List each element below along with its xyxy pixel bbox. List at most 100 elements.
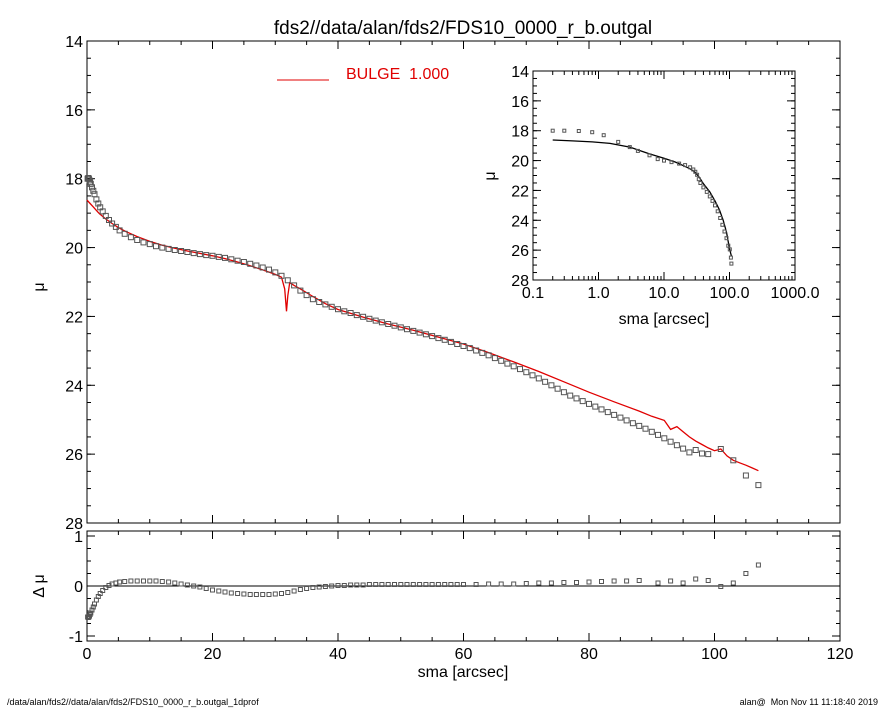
y-tick-label: 20 xyxy=(65,241,83,258)
data-point xyxy=(235,591,241,596)
data-point xyxy=(106,217,112,223)
data-point xyxy=(616,139,621,144)
data-point xyxy=(435,335,442,342)
data-point xyxy=(360,582,366,588)
data-point xyxy=(116,227,123,234)
data-point xyxy=(360,313,367,320)
data-point xyxy=(550,128,555,133)
data-point xyxy=(635,148,640,153)
x-axis-title: sma [arcsec] xyxy=(418,664,509,681)
data-point xyxy=(454,582,460,587)
data-point xyxy=(680,580,686,586)
y-tick-label: 28 xyxy=(511,273,529,290)
data-point xyxy=(335,583,341,588)
data-point xyxy=(542,378,549,385)
data-point xyxy=(87,180,94,187)
data-point xyxy=(109,220,116,227)
data-point xyxy=(141,578,146,584)
data-point xyxy=(279,591,284,596)
data-point xyxy=(504,360,511,367)
data-point xyxy=(485,352,492,359)
y-tick-label: 22 xyxy=(511,183,529,200)
y-tick-label: 18 xyxy=(511,124,529,141)
data-point xyxy=(686,449,693,456)
data-point xyxy=(429,333,436,340)
y-tick-label: 26 xyxy=(65,447,83,464)
footer-timestamp: alan@ Mon Nov 11 11:18:40 2019 xyxy=(740,697,878,707)
data-point xyxy=(266,592,272,597)
data-point xyxy=(191,583,197,589)
data-point xyxy=(722,229,727,234)
inset-data-series xyxy=(550,128,734,266)
data-point xyxy=(354,582,360,588)
data-point xyxy=(90,187,97,194)
data-point xyxy=(341,308,348,315)
data-point xyxy=(228,256,235,263)
data-point xyxy=(416,329,423,336)
data-point xyxy=(668,578,674,584)
data-point xyxy=(636,422,643,429)
data-point xyxy=(310,585,316,590)
data-point xyxy=(165,245,172,252)
y-tick-label: 22 xyxy=(65,309,83,326)
data-point xyxy=(698,181,703,185)
data-point xyxy=(498,357,505,364)
x-tick-label: 1000.0 xyxy=(771,285,820,302)
data-point xyxy=(88,610,94,616)
data-point xyxy=(655,431,661,438)
data-point xyxy=(95,200,102,207)
data-point xyxy=(278,272,285,279)
data-point xyxy=(473,347,480,354)
x-tick-label: 0 xyxy=(83,646,92,663)
data-point xyxy=(272,591,278,597)
data-point xyxy=(285,590,291,595)
data-point xyxy=(328,303,335,310)
data-point xyxy=(705,578,711,583)
data-point xyxy=(203,252,210,259)
data-point xyxy=(272,269,279,276)
data-point xyxy=(561,580,567,585)
data-point xyxy=(284,277,291,284)
data-point xyxy=(89,607,95,613)
data-point xyxy=(491,355,498,362)
x-tick-label: 120 xyxy=(827,646,854,663)
data-point xyxy=(210,587,215,593)
data-point xyxy=(661,435,668,442)
data-point xyxy=(316,584,322,590)
data-point xyxy=(727,247,732,252)
data-point xyxy=(353,312,360,319)
data-point xyxy=(548,382,555,389)
y-tick-label: 14 xyxy=(511,64,529,81)
data-point xyxy=(216,588,222,594)
data-point xyxy=(680,445,687,452)
data-point xyxy=(247,260,254,267)
data-point xyxy=(729,261,734,266)
data-point xyxy=(692,447,699,453)
data-point xyxy=(404,582,410,587)
data-point xyxy=(322,584,328,589)
data-point xyxy=(291,282,298,289)
data-point xyxy=(695,172,700,177)
data-point xyxy=(688,165,693,170)
data-point xyxy=(448,582,454,587)
data-point xyxy=(655,580,661,586)
data-point xyxy=(586,579,592,585)
data-point xyxy=(642,425,649,432)
data-point xyxy=(140,239,147,246)
data-point xyxy=(498,581,504,587)
data-point xyxy=(447,338,454,345)
x-tick-label: 60 xyxy=(455,646,473,663)
data-point xyxy=(669,160,674,165)
data-point xyxy=(215,253,222,260)
model-line xyxy=(86,199,759,472)
data-point xyxy=(240,259,247,265)
data-point xyxy=(718,584,724,589)
data-point xyxy=(554,385,561,392)
data-point xyxy=(121,230,128,237)
data-point xyxy=(303,292,310,299)
data-point xyxy=(429,582,435,587)
data-point xyxy=(755,562,761,568)
data-point xyxy=(378,319,385,326)
data-point xyxy=(704,189,709,194)
